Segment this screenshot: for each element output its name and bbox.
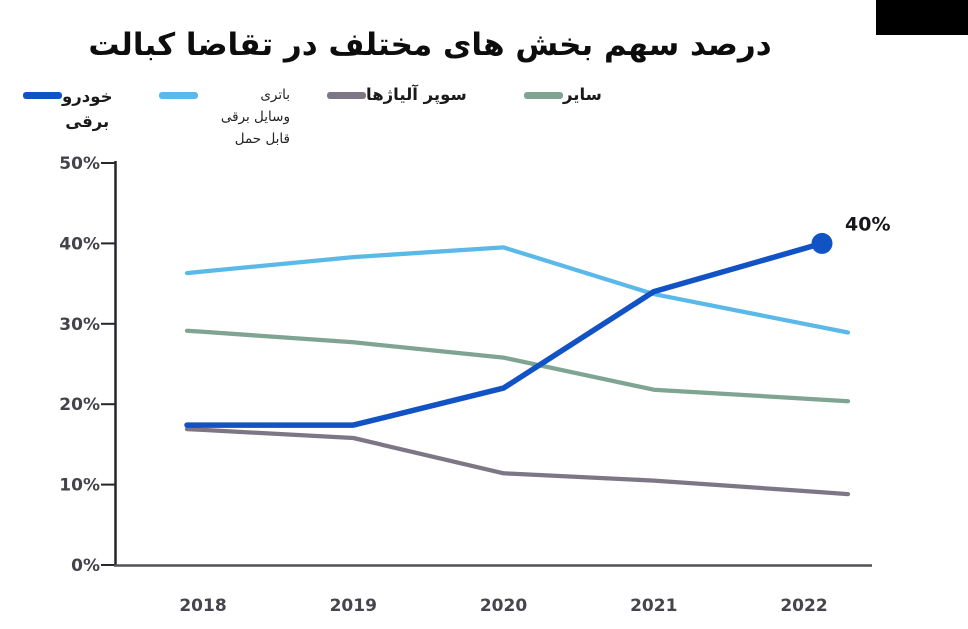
- x-tick-label: 2021: [630, 596, 677, 616]
- legend-item-superalloys: سوپر آلیاژها: [327, 84, 476, 106]
- y-tick-label: 10%: [59, 476, 100, 496]
- y-tick-label: 0%: [71, 556, 100, 576]
- chart-title: درصد سهم بخش های مختلف در تقاضا کبالت: [88, 26, 772, 63]
- y-tick-label: 50%: [59, 154, 100, 174]
- x-tick-label: 2019: [330, 596, 377, 616]
- y-tick-label: 20%: [59, 395, 100, 415]
- series-line-other: [184, 328, 851, 404]
- legend-swatch-portable-devices-battery: [159, 92, 198, 99]
- corner-black-box: [876, 0, 968, 35]
- y-axis: 0% 10% 20% 30% 40% 50%: [59, 154, 117, 576]
- legend-item-electric-vehicle: خودرو برقی: [23, 84, 121, 134]
- y-axis-ticks: [101, 162, 116, 566]
- legend-swatch-superalloys: [327, 92, 366, 99]
- legend-swatch-other: [524, 92, 563, 99]
- x-tick-label: 2020: [480, 596, 527, 616]
- legend-label-portable-devices-battery: باتری وسایل برقی قابل حمل: [220, 87, 290, 147]
- series-line-electric-vehicle: [184, 240, 825, 428]
- series-lines: [184, 240, 851, 497]
- ev-value-annotation: 40%: [845, 213, 890, 235]
- ev-endpoint-dot: [811, 232, 833, 254]
- x-tick-label: 2022: [780, 596, 827, 616]
- series-line-portable-devices-battery: [184, 245, 851, 335]
- y-tick-label: 30%: [59, 315, 100, 335]
- legend-label-electric-vehicle: خودرو برقی: [62, 87, 113, 131]
- y-axis-tick-labels: 0% 10% 20% 30% 40% 50%: [59, 154, 100, 576]
- legend-item-other: سایر: [524, 84, 611, 106]
- x-tick-label: 2018: [179, 596, 226, 616]
- y-tick-label: 40%: [59, 234, 100, 254]
- legend-label-other: سایر: [563, 85, 602, 104]
- legend-item-portable-devices-battery: باتری وسایل برقی قابل حمل: [159, 84, 299, 150]
- x-axis: 2018 2019 2020 2021 2022: [114, 564, 872, 616]
- x-axis-tick-labels: 2018 2019 2020 2021 2022: [179, 596, 827, 616]
- legend-swatch-electric-vehicle: [23, 92, 62, 99]
- legend: خودرو برقی باتری وسایل برقی قابل حمل سوپ…: [0, 84, 968, 162]
- legend-label-superalloys: سوپر آلیاژها: [366, 85, 467, 104]
- series-line-superalloys: [184, 426, 851, 497]
